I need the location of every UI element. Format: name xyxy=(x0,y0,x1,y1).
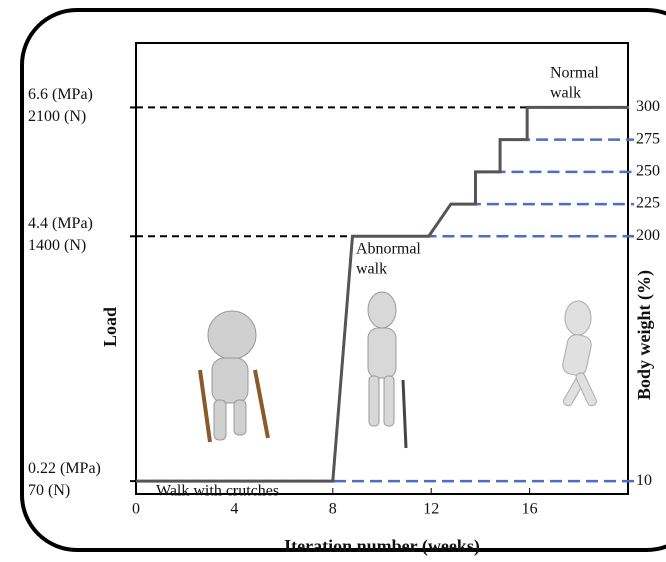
x-axis-label: Iteration number (weeks) xyxy=(284,536,480,557)
y-tick-stress-label: 4.4 (MPa) xyxy=(28,215,93,232)
y2-axis-label: Body weight (%) xyxy=(634,270,655,400)
y-tick-stress-label: 6.6 (MPa) xyxy=(28,86,93,103)
y2-tick-label: 200 xyxy=(636,227,660,244)
chart: Load Body weight (%) Iteration number (w… xyxy=(0,0,666,562)
annotation: walk xyxy=(356,261,387,278)
x-tick-label: 0 xyxy=(132,501,140,518)
figure-crutches xyxy=(200,311,268,442)
y-axis-label: Load xyxy=(100,307,120,347)
y2-tick-label: 10 xyxy=(636,472,652,489)
annotation: Walk with crutches xyxy=(156,483,279,500)
y2-tick-label: 225 xyxy=(636,195,660,212)
annotation: Abnormal xyxy=(356,241,421,258)
y-tick-label: 1400 (N) xyxy=(28,237,86,254)
y2-tick-label: 275 xyxy=(636,130,660,147)
y-tick-label: 70 (N) xyxy=(28,482,70,499)
y-tick-label: 2100 (N) xyxy=(28,108,86,125)
y2-tick-label: 250 xyxy=(636,163,660,180)
y-tick-stress-label: 0.22 (MPa) xyxy=(28,460,101,477)
x-tick-label: 16 xyxy=(522,501,538,518)
annotation: Normal xyxy=(550,65,599,82)
x-tick-label: 12 xyxy=(423,501,439,518)
x-tick-label: 4 xyxy=(230,501,238,518)
x-tick-label: 8 xyxy=(329,501,337,518)
y2-tick-label: 300 xyxy=(636,98,660,115)
figure-abnormal xyxy=(368,292,406,448)
annotation: walk xyxy=(550,85,581,102)
figure-normal xyxy=(561,301,598,407)
